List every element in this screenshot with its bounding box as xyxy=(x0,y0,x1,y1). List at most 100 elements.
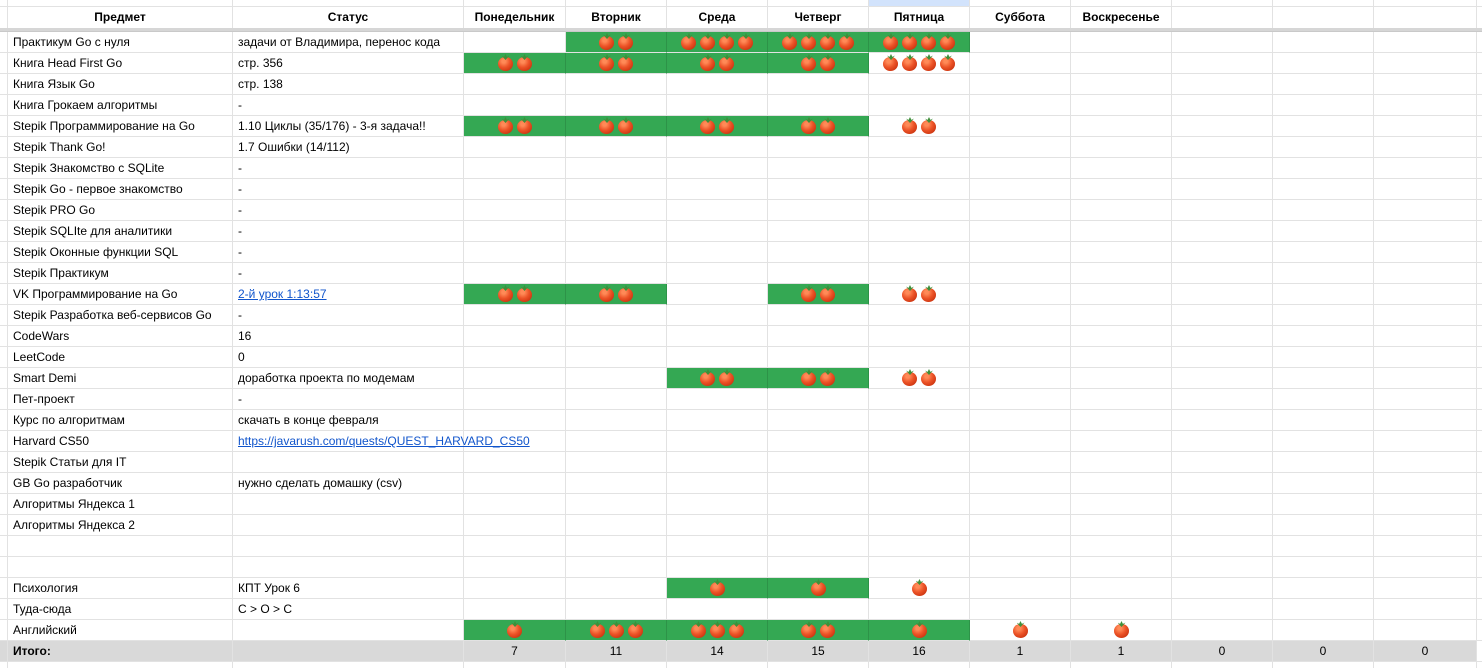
day-cell-thursday[interactable] xyxy=(768,536,869,557)
header-cell-empty[interactable] xyxy=(1172,7,1273,28)
day-cell-tuesday[interactable] xyxy=(566,347,667,368)
day-cell-thursday[interactable] xyxy=(768,137,869,158)
subject-cell[interactable]: Практикум Go с нуля xyxy=(8,32,233,53)
day-cell-sunday[interactable] xyxy=(1071,242,1172,263)
day-cell-wednesday[interactable] xyxy=(667,578,768,599)
grid-cell[interactable] xyxy=(1273,305,1374,326)
grid-cell[interactable] xyxy=(1374,536,1477,557)
status-cell[interactable]: C > O > C xyxy=(233,599,464,620)
day-cell-friday[interactable] xyxy=(869,158,970,179)
grid-cell[interactable] xyxy=(970,0,1071,7)
day-cell-wednesday[interactable] xyxy=(667,74,768,95)
grid-cell[interactable] xyxy=(1273,263,1374,284)
status-cell[interactable]: - xyxy=(233,389,464,410)
day-cell-friday[interactable] xyxy=(869,515,970,536)
day-cell-friday[interactable] xyxy=(869,95,970,116)
subject-cell[interactable]: Stepik Разработка веб-сервисов Go xyxy=(8,305,233,326)
subject-cell[interactable]: Stepik Знакомство с SQLite xyxy=(8,158,233,179)
day-cell-saturday[interactable] xyxy=(970,536,1071,557)
day-cell-sunday[interactable] xyxy=(1071,494,1172,515)
grid-cell[interactable] xyxy=(1273,221,1374,242)
grid-cell[interactable] xyxy=(1172,326,1273,347)
header-cell-friday[interactable]: Пятница xyxy=(869,7,970,28)
status-cell[interactable]: КПТ Урок 6 xyxy=(233,578,464,599)
header-cell-status[interactable]: Статус xyxy=(233,7,464,28)
header-cell-saturday[interactable]: Суббота xyxy=(970,7,1071,28)
day-cell-thursday[interactable] xyxy=(768,158,869,179)
grid-cell[interactable] xyxy=(0,305,8,326)
grid-cell[interactable] xyxy=(1172,452,1273,473)
day-cell-sunday[interactable] xyxy=(1071,326,1172,347)
subject-cell[interactable] xyxy=(8,536,233,557)
day-cell-tuesday[interactable] xyxy=(566,116,667,137)
day-cell-monday[interactable] xyxy=(464,578,566,599)
status-cell[interactable]: - xyxy=(233,95,464,116)
day-cell-thursday[interactable] xyxy=(768,221,869,242)
grid-cell[interactable] xyxy=(1374,179,1477,200)
header-cell-empty[interactable] xyxy=(1374,7,1477,28)
day-cell-sunday[interactable] xyxy=(1071,431,1172,452)
day-cell-thursday[interactable] xyxy=(768,284,869,305)
day-cell-saturday[interactable] xyxy=(970,389,1071,410)
grid-cell[interactable] xyxy=(0,158,8,179)
grid-cell[interactable] xyxy=(1374,368,1477,389)
day-cell-wednesday[interactable] xyxy=(667,305,768,326)
grid-cell[interactable] xyxy=(0,284,8,305)
status-cell[interactable]: задачи от Владимира, перенос кода xyxy=(233,32,464,53)
day-cell-wednesday[interactable] xyxy=(667,431,768,452)
day-cell-wednesday[interactable] xyxy=(667,95,768,116)
day-cell-friday[interactable] xyxy=(869,200,970,221)
status-cell[interactable]: 16 xyxy=(233,326,464,347)
grid-cell[interactable] xyxy=(0,431,8,452)
day-cell-sunday[interactable] xyxy=(1071,536,1172,557)
day-cell-friday[interactable] xyxy=(869,578,970,599)
day-cell-sunday[interactable] xyxy=(1071,284,1172,305)
grid-cell[interactable] xyxy=(0,473,8,494)
grid-cell[interactable] xyxy=(1374,452,1477,473)
grid-cell[interactable] xyxy=(1374,53,1477,74)
grid-cell[interactable] xyxy=(1172,116,1273,137)
day-cell-saturday[interactable] xyxy=(970,305,1071,326)
day-cell-thursday[interactable] xyxy=(768,473,869,494)
grid-cell[interactable] xyxy=(1172,599,1273,620)
subject-cell[interactable]: Книга Head First Go xyxy=(8,53,233,74)
grid-cell[interactable] xyxy=(0,179,8,200)
grid-cell[interactable] xyxy=(0,410,8,431)
grid-cell[interactable] xyxy=(1172,515,1273,536)
grid-cell[interactable] xyxy=(1172,368,1273,389)
day-cell-sunday[interactable] xyxy=(1071,200,1172,221)
grid-cell[interactable] xyxy=(1374,221,1477,242)
grid-cell[interactable] xyxy=(1172,410,1273,431)
day-cell-thursday[interactable] xyxy=(768,179,869,200)
grid-cell[interactable] xyxy=(1374,242,1477,263)
day-cell-monday[interactable] xyxy=(464,326,566,347)
grid-cell[interactable] xyxy=(1273,200,1374,221)
grid-cell[interactable] xyxy=(1273,431,1374,452)
day-cell-saturday[interactable] xyxy=(970,368,1071,389)
grid-cell[interactable] xyxy=(0,53,8,74)
day-cell-tuesday[interactable] xyxy=(566,389,667,410)
day-cell-monday[interactable] xyxy=(464,53,566,74)
day-cell-saturday[interactable] xyxy=(970,242,1071,263)
day-cell-thursday[interactable] xyxy=(768,431,869,452)
status-cell[interactable]: стр. 138 xyxy=(233,74,464,95)
grid-cell[interactable] xyxy=(1374,158,1477,179)
grid-cell[interactable] xyxy=(0,368,8,389)
day-cell-tuesday[interactable] xyxy=(566,32,667,53)
day-cell-monday[interactable] xyxy=(464,536,566,557)
header-cell-thursday[interactable]: Четверг xyxy=(768,7,869,28)
day-cell-thursday[interactable] xyxy=(768,410,869,431)
day-cell-saturday[interactable] xyxy=(970,515,1071,536)
day-cell-saturday[interactable] xyxy=(970,179,1071,200)
day-cell-monday[interactable] xyxy=(464,599,566,620)
day-cell-saturday[interactable] xyxy=(970,620,1071,641)
day-cell-wednesday[interactable] xyxy=(667,116,768,137)
day-cell-monday[interactable] xyxy=(464,95,566,116)
grid-cell[interactable] xyxy=(1273,158,1374,179)
day-cell-monday[interactable] xyxy=(464,158,566,179)
grid-cell[interactable] xyxy=(1273,389,1374,410)
day-cell-friday[interactable] xyxy=(869,221,970,242)
day-cell-monday[interactable] xyxy=(464,263,566,284)
grid-cell[interactable] xyxy=(1071,0,1172,7)
day-cell-tuesday[interactable] xyxy=(566,53,667,74)
